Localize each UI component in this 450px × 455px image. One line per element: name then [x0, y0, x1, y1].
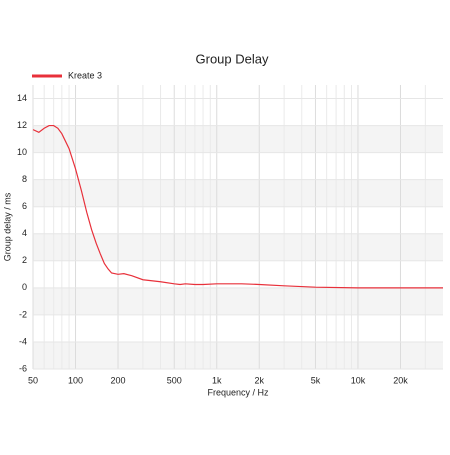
- x-tick-label: 100: [68, 375, 83, 385]
- data-line: [32, 124, 443, 289]
- x-tick-label: 5k: [311, 375, 321, 385]
- grid-band: [33, 287, 443, 315]
- y-tick-label: 0: [22, 282, 27, 292]
- grid-band: [33, 125, 443, 153]
- y-tick-label: 12: [17, 120, 27, 130]
- x-tick-label: 50: [28, 375, 38, 385]
- y-tick-label: 8: [22, 174, 27, 184]
- x-tick-label: 200: [111, 375, 126, 385]
- y-tick-label: -6: [19, 363, 27, 373]
- grid-band: [33, 341, 443, 369]
- y-tick-label: 4: [22, 228, 27, 238]
- x-tick-label: 500: [167, 375, 182, 385]
- y-tick-label: 10: [17, 147, 27, 157]
- y-axis-label: Group delay / ms: [2, 192, 12, 261]
- grid-band: [33, 179, 443, 207]
- x-tick-label: 20k: [393, 375, 408, 385]
- y-tick-label: -4: [19, 336, 27, 346]
- x-tick-label: 10k: [351, 375, 366, 385]
- x-tick-label: 1k: [212, 375, 222, 385]
- y-tick-label: 6: [22, 201, 27, 211]
- chart-title: Group Delay: [196, 51, 269, 66]
- y-tick-label: 2: [22, 255, 27, 265]
- x-axis-label: Frequency / Hz: [207, 387, 269, 397]
- y-tick-label: -2: [19, 309, 27, 319]
- y-tick-label: 14: [17, 93, 27, 103]
- legend-label: Kreate 3: [68, 70, 102, 80]
- x-tick-label: 2k: [254, 375, 264, 385]
